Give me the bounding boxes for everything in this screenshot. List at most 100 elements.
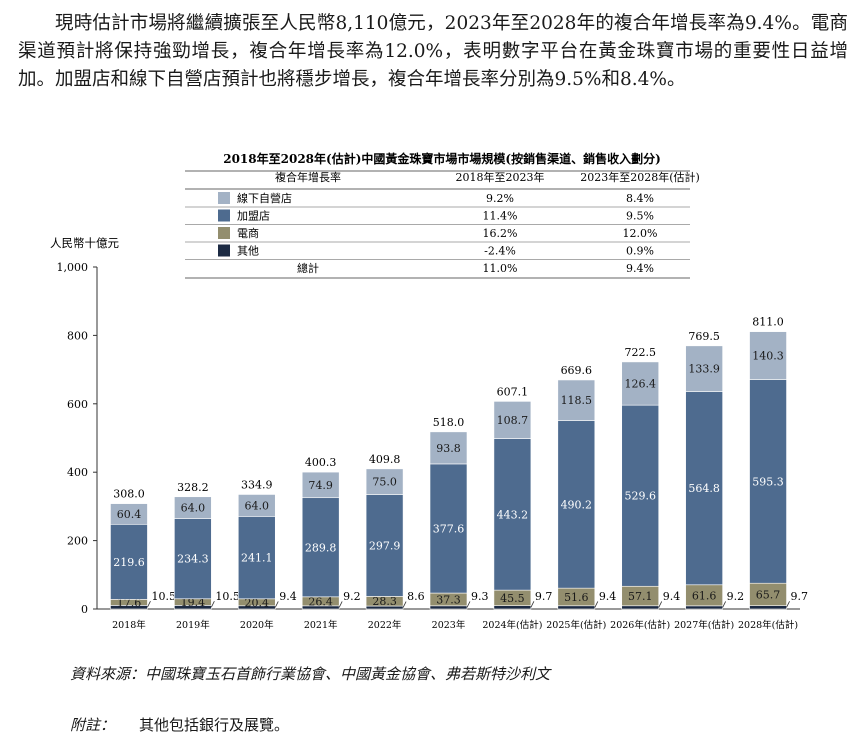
bar-value-label: 564.8 [688,482,720,495]
legend-label: 電商 [237,226,259,240]
cagr-total-value: 11.0% [483,262,518,275]
other-value-label: 9.7 [791,590,809,603]
bar-segment-self-operated [685,345,723,392]
bar-total-label: 722.5 [624,346,656,359]
bar-segment-franchise [557,420,596,589]
bar-segment-franchise [301,497,340,598]
bar-total-label: 328.2 [177,481,209,494]
other-leader-line [338,601,343,608]
bar-segment-other [621,605,660,610]
bar-segment-self-operated [174,496,212,519]
bar-segment-self-operated [110,503,148,525]
cagr-value: 11.4% [483,210,518,223]
other-value-label: 9.4 [279,590,297,603]
other-leader-line [658,601,663,608]
bar-value-label: 65.7 [756,588,781,601]
bar-value-label: 64.0 [245,499,270,512]
bar-total-label: 518.0 [433,416,465,429]
cagr-header: 2023年至2028年(估計) [580,170,700,184]
bar-segment-self-operated [493,401,532,439]
bar-segment-franchise [621,404,660,587]
bar-value-label: 529.6 [624,490,656,503]
bar-segment-self-operated [237,494,276,517]
other-value-label: 8.6 [407,590,425,603]
other-leader-line [722,601,726,608]
other-value-label: 10.5 [151,590,176,603]
bar-segment-other [557,605,596,610]
legend-swatch [218,244,230,257]
chart-title: 2018年至2028年(估計)中國黃金珠寶市場市場規模(按銷售渠道、銷售收入劃分… [223,151,661,166]
cagr-value: 0.9% [626,245,654,258]
y-axis-label: 人民幣十億元 [50,236,119,250]
bar-segment-self-operated [557,379,596,421]
bar-value-label: 241.1 [241,552,273,565]
bar-value-label: 289.8 [305,541,337,554]
bar-value-label: 490.2 [561,498,593,511]
other-leader-line [274,601,279,608]
bar-value-label: 26.4 [308,595,333,608]
footnote: 附註： 其他包括銀行及展覽。 [70,714,289,735]
bar-segment-franchise [237,516,276,600]
bar-value-label: 126.4 [624,378,656,391]
market-size-chart: 2018年至2028年(估計)中國黃金珠寶市場市場規模(按銷售渠道、銷售收入劃分… [50,151,809,631]
cagr-value: 16.2% [483,227,518,240]
intro-text: 現時估計市場將繼續擴張至人民幣8,110億元，2023年至2028年的複合年增長… [18,13,848,90]
legend-label: 其他 [237,245,259,258]
bar-value-label: 51.6 [564,591,589,604]
bar-segment-self-operated [429,431,468,465]
bar-value-label: 61.6 [692,589,717,602]
bar-segment-franchise [429,463,468,594]
bar-value-label: 595.3 [752,475,784,488]
bar-value-label: 377.6 [433,522,465,535]
cagr-total-value: 9.4% [626,262,654,275]
cagr-value: -2.4% [484,245,516,258]
bar-value-label: 20.4 [245,596,270,609]
bar-value-label: 118.5 [561,394,593,407]
cagr-value: 9.2% [486,192,514,205]
bar-total-label: 811.0 [752,316,784,329]
y-tick-label: 400 [67,466,88,479]
y-tick-label: 1,000 [57,261,89,274]
other-leader-line [147,601,151,608]
bar-segment-franchise [493,438,532,591]
x-category-label: 2025年(估計) [546,619,606,631]
bar-value-label: 140.3 [752,350,784,363]
other-value-label: 9.2 [343,590,361,603]
bar-value-label: 60.4 [117,508,142,521]
source-note: 資料來源：中國珠寶玉石首飾行業協會、中國黃金協會、弗若斯特沙利文 [70,663,550,684]
cagr-value: 12.0% [623,227,658,240]
bar-total-label: 400.3 [305,456,337,469]
other-value-label: 9.3 [471,590,489,603]
bar-total-label: 769.5 [688,330,720,343]
y-tick-label: 200 [67,535,88,548]
bar-value-label: 74.9 [308,479,333,492]
x-category-label: 2027年(估計) [674,619,734,631]
bar-segment-franchise [365,494,404,597]
legend-label: 線下自營店 [237,191,292,205]
bar-total-label: 334.9 [241,478,273,491]
x-category-label: 2018年 [112,619,146,631]
bar-value-label: 28.3 [372,595,397,608]
other-leader-line [402,601,407,608]
other-leader-line [786,601,790,608]
bar-value-label: 108.7 [497,414,529,427]
other-leader-line [594,601,599,608]
x-category-label: 2021年 [304,619,338,631]
bar-total-label: 607.1 [497,385,529,398]
bar-segment-other [685,605,723,610]
note-text: 其他包括銀行及展覽。 [139,716,290,734]
x-category-label: 2020年 [240,619,274,631]
bar-segment-self-operated [301,471,340,499]
other-leader-line [466,601,471,608]
bar-total-label: 409.8 [369,453,401,466]
bar-value-label: 45.5 [500,592,525,605]
bar-segment-other [749,605,787,610]
other-value-label: 9.4 [599,590,617,603]
other-value-label: 9.4 [663,590,681,603]
note-label: 附註： [70,716,116,734]
x-category-label: 2028年(估計) [738,619,798,631]
bar-value-label: 219.6 [113,556,145,569]
intro-paragraph: 現時估計市場將繼續擴張至人民幣8,110億元，2023年至2028年的複合年增長… [18,10,848,94]
bar-segment-other [493,605,532,610]
bar-segment-self-operated [621,361,660,406]
